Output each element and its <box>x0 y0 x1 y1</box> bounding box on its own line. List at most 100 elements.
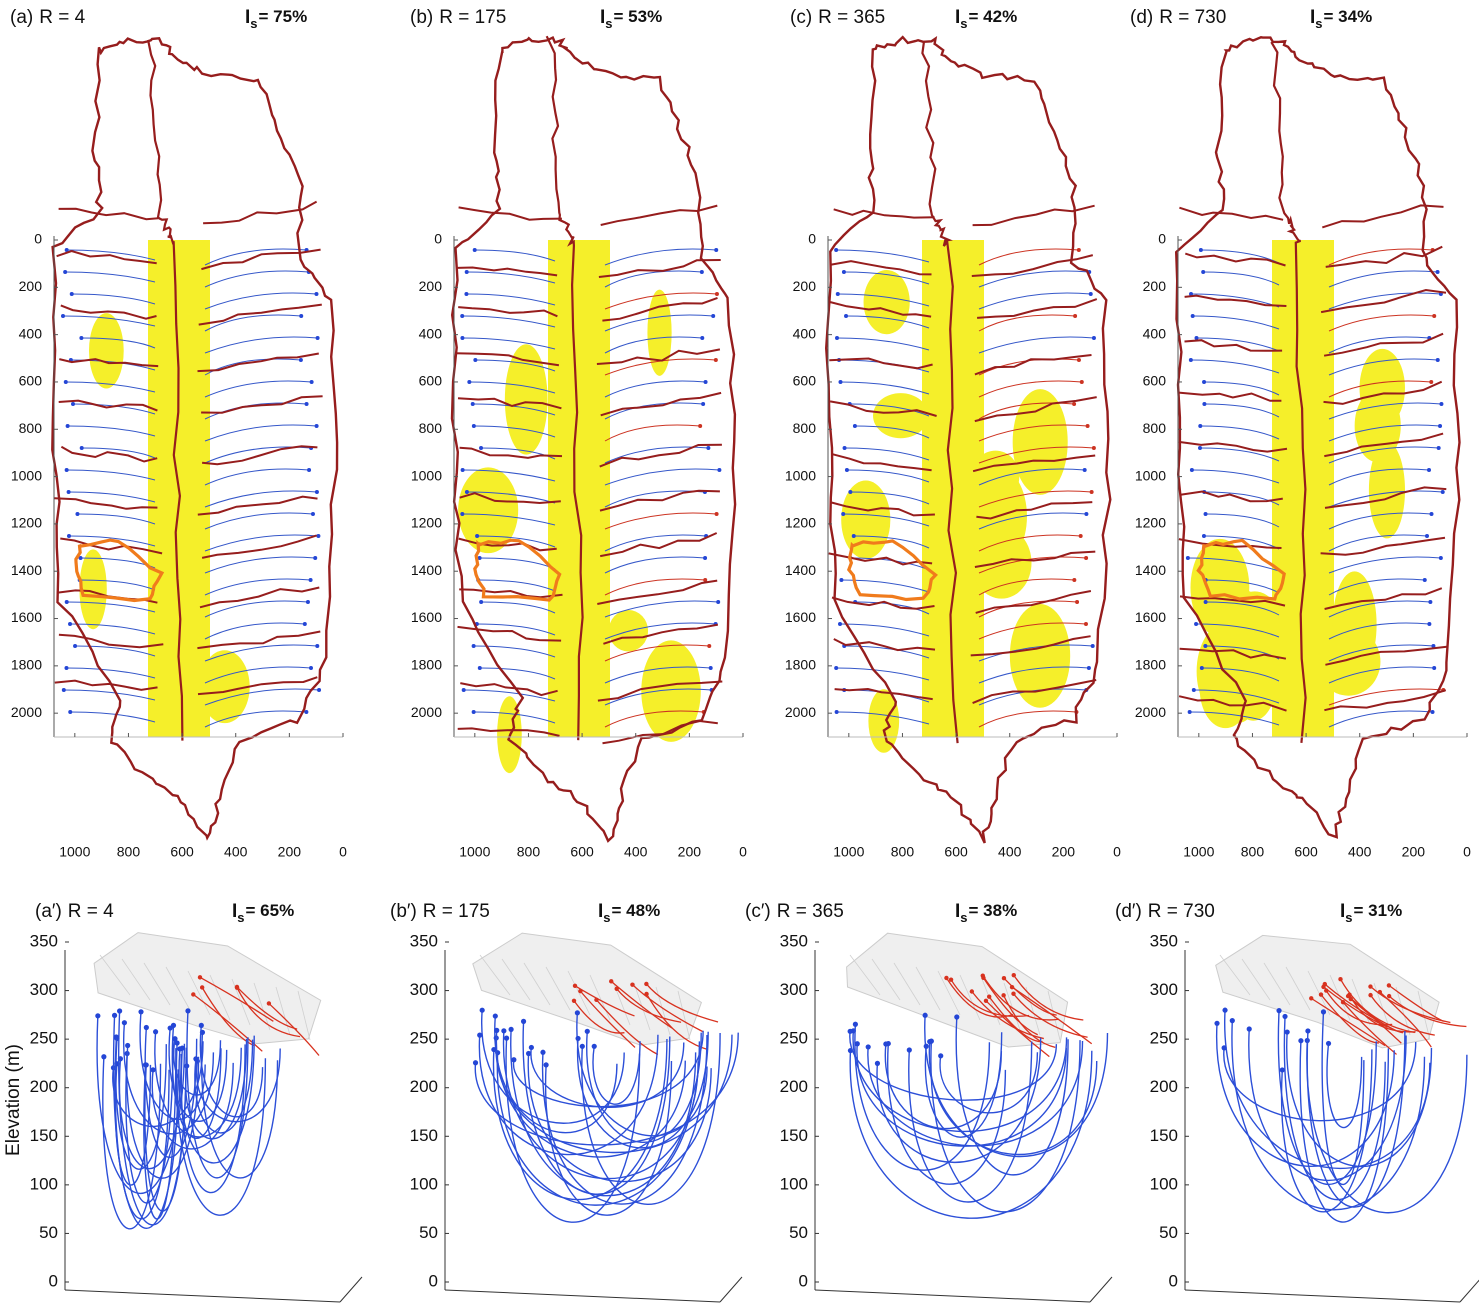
index-symbol: I <box>232 901 237 922</box>
y-tick-label: 150 <box>410 1126 438 1145</box>
flowline-start <box>1089 490 1094 494</box>
flowline-start <box>848 490 853 494</box>
basin-divide <box>1178 391 1282 402</box>
flowline-start <box>703 556 708 560</box>
panel-label: (b′) R = 175 <box>390 901 490 922</box>
flowline-start <box>1324 988 1329 993</box>
flowline <box>204 666 312 684</box>
panel-id: (d) <box>1130 7 1153 28</box>
mesh-line <box>937 970 961 1016</box>
flowline <box>604 556 706 574</box>
flowline <box>604 468 720 486</box>
surface-flowline <box>236 986 298 1030</box>
index-label: Is= 65% <box>232 901 294 925</box>
basin-divide <box>459 446 563 459</box>
basin-divide <box>828 552 933 566</box>
flowline <box>604 512 717 530</box>
flowline-start <box>1432 314 1437 318</box>
flowline-start <box>1075 600 1080 604</box>
basin-divide <box>60 537 163 555</box>
flowline-start <box>574 1010 580 1016</box>
parameter: R = 175 <box>439 7 506 28</box>
y-tick-label: 800 <box>793 420 817 436</box>
flowline-start <box>494 1027 500 1033</box>
saturated-patch <box>79 549 107 630</box>
flowline-start <box>1438 556 1443 560</box>
flowline-start <box>969 989 975 994</box>
flowline <box>495 1030 686 1158</box>
flowline <box>978 468 1085 486</box>
mesh-line <box>915 966 941 1011</box>
basin-divide <box>54 497 158 510</box>
flowline-start <box>835 336 840 340</box>
flowline <box>473 645 556 658</box>
index-value: = 75% <box>259 7 308 26</box>
base-line <box>444 1289 721 1303</box>
mesh-line <box>121 958 151 1001</box>
flowline <box>466 271 556 284</box>
flowline-start <box>1309 996 1314 1001</box>
flowline <box>978 292 1091 310</box>
flowline-start <box>64 600 69 604</box>
flowline-start <box>317 688 322 692</box>
surface-flowline <box>1324 983 1397 1032</box>
flowline <box>1328 468 1430 486</box>
flowline-start <box>1320 1009 1327 1015</box>
flowline-start <box>138 1009 144 1015</box>
panel-id: (a) <box>10 7 33 28</box>
highlighted-basin <box>473 538 562 602</box>
flowline-start <box>1086 666 1091 670</box>
flowline-start <box>1368 992 1373 998</box>
flowline-start <box>1325 1040 1332 1047</box>
flowline-start <box>113 1034 119 1040</box>
flowline-start <box>308 578 313 582</box>
flowline-start <box>479 446 484 450</box>
flowline-start <box>475 534 480 538</box>
flowline-start <box>1214 1020 1220 1026</box>
flowline-start <box>1305 1028 1311 1034</box>
basin-divide <box>971 254 1094 277</box>
y-tick-label: 0 <box>34 231 42 247</box>
flowline <box>604 644 710 662</box>
flowline-start <box>65 424 70 428</box>
surface-flowline <box>595 999 659 1056</box>
flowline <box>604 622 716 640</box>
parameter: R = 4 <box>68 901 114 922</box>
flowline <box>194 1039 254 1134</box>
flowline-start <box>883 1041 889 1047</box>
terrain-mesh <box>93 932 322 1045</box>
flowline-start <box>307 468 312 472</box>
saturated-patch <box>873 393 929 439</box>
x-tick-label: 400 <box>224 844 248 860</box>
flowline <box>604 710 704 728</box>
mesh-line <box>187 970 211 1016</box>
flowline <box>856 1043 1067 1147</box>
surface-flowline <box>1348 994 1416 1033</box>
flowline <box>175 1042 267 1216</box>
y-tick-label: 400 <box>419 325 443 341</box>
x-tick-label: 0 <box>739 844 747 860</box>
mesh-line <box>1025 986 1041 1036</box>
flowline-start <box>304 402 309 406</box>
flowline <box>604 358 716 376</box>
mesh-line <box>893 962 921 1006</box>
flowline-start <box>543 1062 549 1068</box>
flowline-start <box>479 1007 485 1013</box>
flowline <box>1328 380 1432 398</box>
y-tick-label: 1800 <box>1135 657 1166 673</box>
panel-id: (a′) <box>35 901 62 922</box>
flowline-start <box>1189 468 1194 472</box>
flowline <box>841 579 930 593</box>
y-tick-label: 1000 <box>11 467 42 483</box>
basin-divide <box>833 638 936 652</box>
basin-divide <box>458 306 558 318</box>
saturated-patch <box>641 640 701 742</box>
flowline <box>1203 271 1280 286</box>
flowline <box>118 1010 187 1226</box>
saturated-patch <box>1012 389 1068 495</box>
surface-flowline <box>645 983 719 1023</box>
flowline <box>1200 249 1280 264</box>
basin-divide <box>597 680 723 702</box>
y-tick-label: 0 <box>429 1271 438 1290</box>
flowline <box>1328 600 1431 618</box>
